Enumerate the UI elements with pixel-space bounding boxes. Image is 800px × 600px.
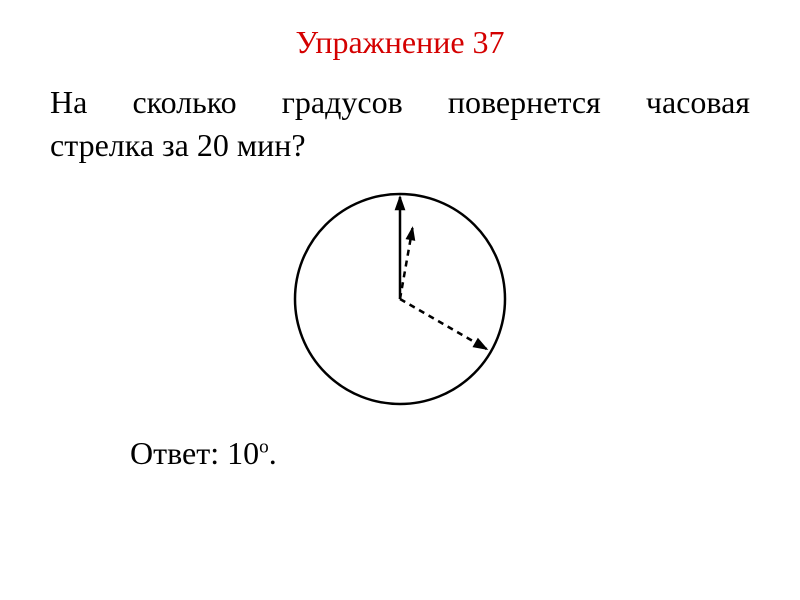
answer-unit: o	[259, 437, 269, 458]
answer-value: 10	[227, 435, 259, 471]
question-text-1: На сколько градусов повернется часовая	[50, 84, 750, 120]
question-text-2: стрелка за 20 мин?	[50, 127, 306, 163]
question-line-2: стрелка за 20 мин?	[0, 124, 800, 167]
clock-diagram	[286, 185, 514, 413]
title-text: Упражнение 37	[295, 24, 504, 60]
answer-line: Ответ: 10o.	[0, 413, 800, 472]
exercise-title: Упражнение 37	[0, 0, 800, 61]
clock-diagram-container	[0, 167, 800, 413]
answer-prefix: Ответ:	[130, 435, 227, 471]
question-line-1: На сколько градусов повернется часовая	[0, 61, 800, 124]
answer-suffix: .	[269, 435, 277, 471]
